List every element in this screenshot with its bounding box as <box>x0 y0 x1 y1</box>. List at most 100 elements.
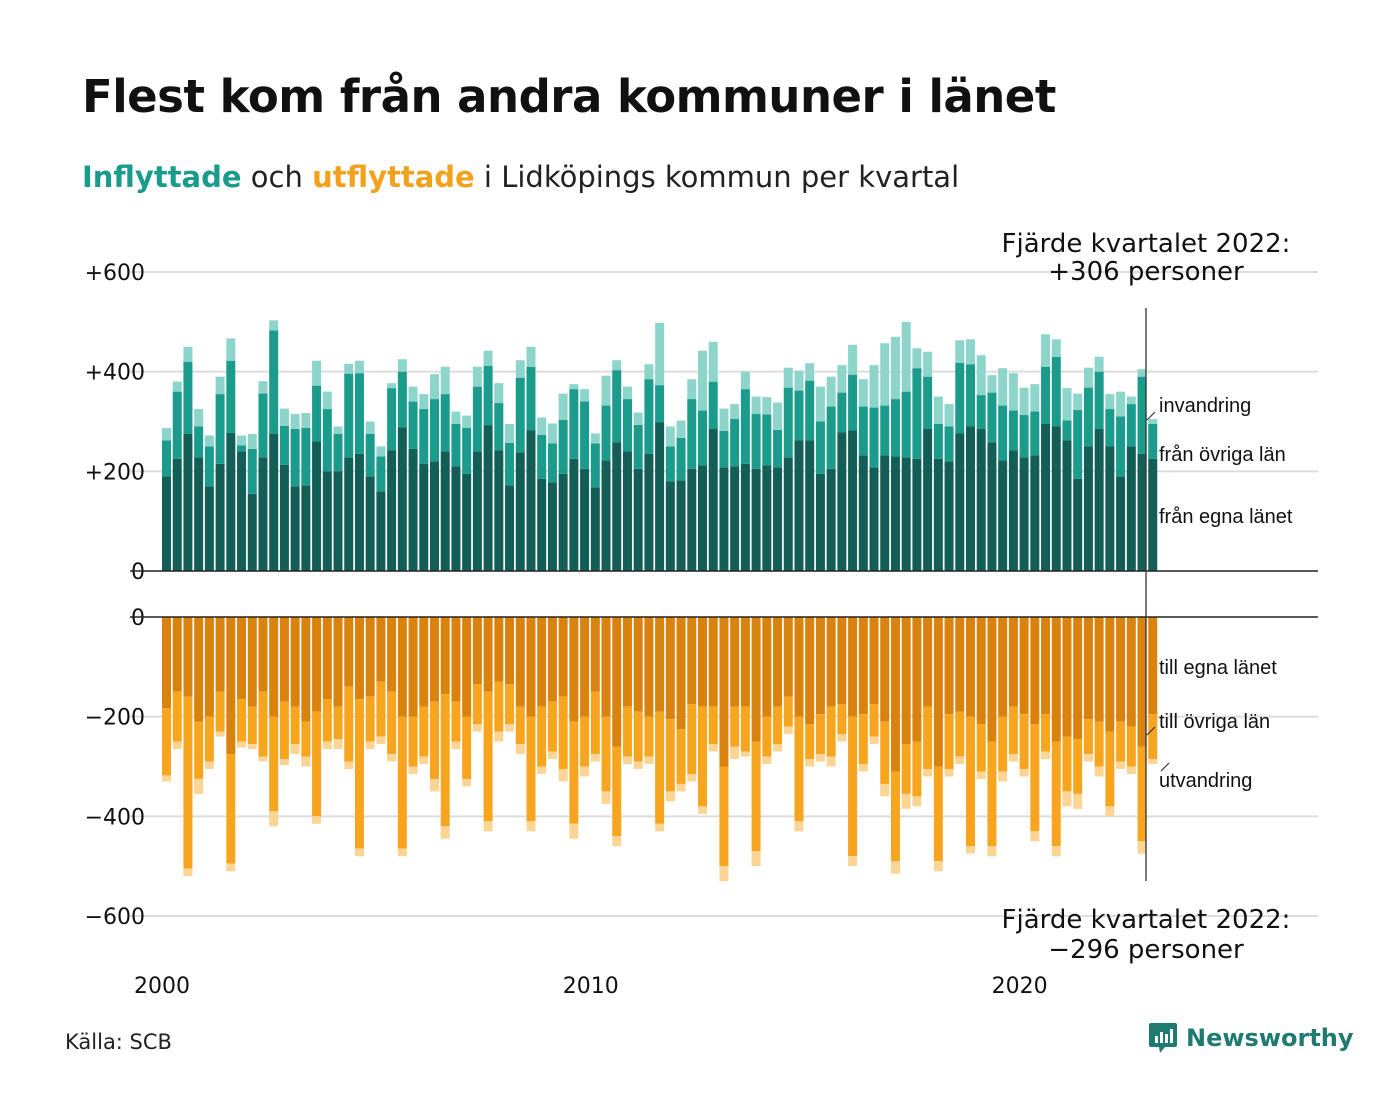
bar-out-utvandring <box>740 751 750 757</box>
bar-out-egna-lanet <box>612 617 622 747</box>
bar-in-egna-lanet <box>622 451 632 571</box>
bar-out-utvandring <box>279 759 289 765</box>
bar-out-ovriga-lan <box>505 684 515 725</box>
bar-in-egna-lanet <box>569 458 579 571</box>
bar-out-utvandring <box>451 741 461 750</box>
bar-in-egna-lanet <box>430 461 439 571</box>
bar-in-egna-lanet <box>376 491 386 571</box>
bar-in-egna-lanet <box>183 433 193 571</box>
bar-out-egna-lanet <box>633 617 643 712</box>
bar-out-egna-lanet <box>622 617 632 707</box>
bar-in-egna-lanet <box>805 440 815 571</box>
bar-in-egna-lanet <box>483 425 493 571</box>
bar-in-invandring <box>837 365 847 393</box>
bar-in-ovriga-lan <box>933 424 943 459</box>
bar-in-egna-lanet <box>848 430 858 571</box>
bar-out-egna-lanet <box>526 617 536 717</box>
y-tick-label-bottom: −400 <box>85 805 145 830</box>
y-tick-label-bottom: 0 <box>131 606 145 631</box>
bar-in-invandring <box>1094 356 1104 372</box>
bar-in-egna-lanet <box>494 450 504 571</box>
bar-in-ovriga-lan <box>622 399 632 452</box>
bar-out-egna-lanet <box>783 617 793 697</box>
bar-out-egna-lanet <box>505 617 515 685</box>
bar-in-egna-lanet <box>547 482 557 571</box>
bar-out-utvandring <box>901 793 911 809</box>
bar-in-invandring <box>794 370 804 391</box>
bar-in-ovriga-lan <box>687 399 697 469</box>
bar-out-utvandring <box>505 724 515 732</box>
bar-in-egna-lanet <box>644 453 654 571</box>
bar-in-egna-lanet <box>1051 426 1061 571</box>
bar-in-ovriga-lan <box>762 414 772 466</box>
bar-in-egna-lanet <box>1148 458 1158 571</box>
bar-out-egna-lanet <box>762 617 772 717</box>
bar-out-ovriga-lan <box>1008 706 1018 755</box>
bar-in-ovriga-lan <box>279 425 289 465</box>
bar-in-invandring <box>1062 388 1072 421</box>
bar-out-ovriga-lan <box>472 684 482 725</box>
bar-in-invandring <box>730 404 740 420</box>
bar-in-ovriga-lan <box>419 409 429 464</box>
bar-out-ovriga-lan <box>612 746 622 837</box>
bar-out-egna-lanet <box>955 617 965 712</box>
bar-out-egna-lanet <box>194 617 204 722</box>
bar-in-invandring <box>869 365 879 408</box>
bar-in-ovriga-lan <box>1041 366 1051 425</box>
bar-out-utvandring <box>365 741 375 750</box>
bar-in-egna-lanet <box>204 486 214 571</box>
bar-out-egna-lanet <box>376 617 386 682</box>
bar-out-egna-lanet <box>805 617 815 725</box>
bar-in-invandring <box>815 386 825 422</box>
bar-in-invandring <box>762 397 772 415</box>
bar-in-egna-lanet <box>794 440 804 571</box>
bar-in-ovriga-lan <box>322 409 332 472</box>
subtitle-connector: och <box>241 160 313 194</box>
y-tick-label-top: +200 <box>85 460 145 485</box>
bar-out-utvandring <box>848 856 858 867</box>
bar-out-utvandring <box>590 754 600 762</box>
bar-in-invandring <box>1041 334 1051 367</box>
series-label-utvandring: utvandring <box>1159 770 1252 792</box>
bar-in-ovriga-lan <box>547 443 557 483</box>
bar-out-ovriga-lan <box>966 716 975 847</box>
bar-in-ovriga-lan <box>751 414 761 469</box>
x-tick-label: 2000 <box>134 974 190 999</box>
bar-in-invandring <box>183 346 193 362</box>
bar-out-ovriga-lan <box>783 696 793 727</box>
bar-out-egna-lanet <box>740 617 750 707</box>
bar-in-ovriga-lan <box>376 456 386 492</box>
bar-in-egna-lanet <box>322 471 332 571</box>
bar-in-ovriga-lan <box>665 446 675 482</box>
bar-in-invandring <box>505 424 515 443</box>
bar-in-ovriga-lan <box>815 421 825 474</box>
bar-in-invandring <box>966 339 975 365</box>
bar-out-ovriga-lan <box>869 704 879 737</box>
bar-out-ovriga-lan <box>837 704 847 735</box>
bar-in-invandring <box>622 386 632 400</box>
bar-out-utvandring <box>805 759 815 767</box>
bar-in-invandring <box>526 346 536 367</box>
bar-in-egna-lanet <box>912 458 922 571</box>
x-tick-label: 2020 <box>992 974 1048 999</box>
bar-out-utvandring <box>1105 806 1115 817</box>
bar-out-ovriga-lan <box>987 741 997 847</box>
bar-out-ovriga-lan <box>569 721 579 824</box>
bar-out-egna-lanet <box>430 617 439 702</box>
bar-in-ovriga-lan <box>1062 420 1072 441</box>
bar-out-utvandring <box>687 773 697 782</box>
bar-in-egna-lanet <box>590 487 600 571</box>
bar-out-egna-lanet <box>933 617 943 767</box>
bar-out-ovriga-lan <box>1073 739 1083 794</box>
bar-in-invandring <box>601 375 611 406</box>
bar-in-invandring <box>1083 367 1093 388</box>
bar-out-utvandring <box>815 754 825 762</box>
bar-in-invandring <box>783 367 793 388</box>
bar-out-ovriga-lan <box>858 714 868 764</box>
bar-out-egna-lanet <box>204 617 214 717</box>
bar-in-ovriga-lan <box>837 392 847 433</box>
bar-in-egna-lanet <box>333 471 343 571</box>
x-tick-label: 2010 <box>563 974 619 999</box>
bar-in-egna-lanet <box>633 468 643 571</box>
bar-in-ovriga-lan <box>483 365 493 426</box>
